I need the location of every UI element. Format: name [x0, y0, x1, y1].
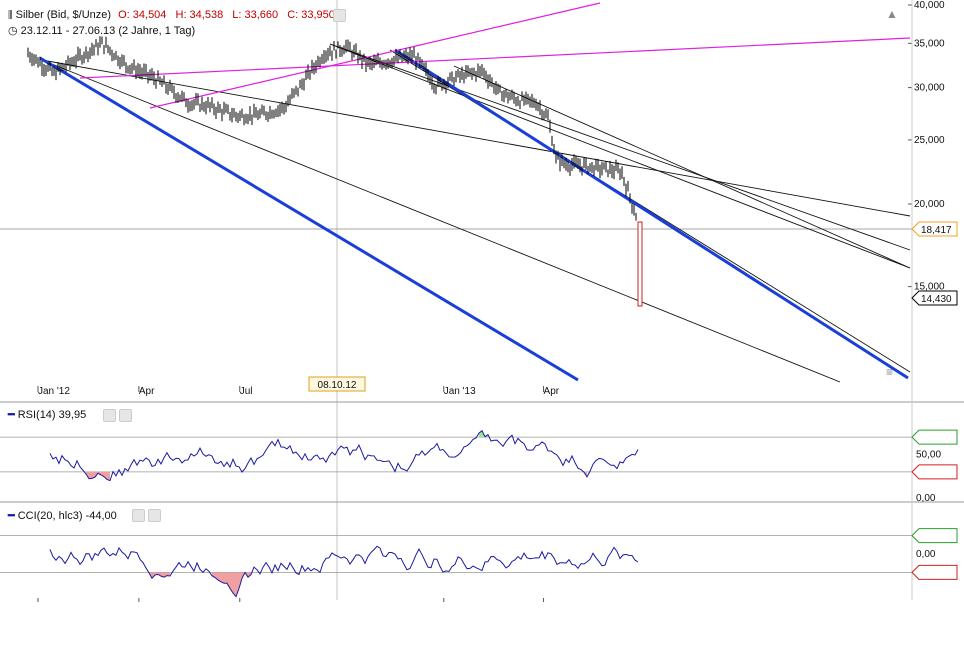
- x-tick-label: Apr: [139, 386, 155, 397]
- header-range-row: ◷ 23.12.11 - 27.06.13 (2 Jahre, 1 Tag): [8, 24, 195, 37]
- header-title-row: ⫼ Silber (Bid, $/Unze) O: 34,504 H: 34,5…: [8, 9, 341, 21]
- blue-trend-line-lower: [39, 56, 579, 382]
- high-value: H: 34,538: [175, 9, 224, 21]
- x-tick-label: Jul: [240, 386, 253, 397]
- price-marker-box: [911, 290, 958, 306]
- close-value: C: 33,950: [287, 9, 335, 21]
- cci-settings-button[interactable]: [132, 509, 145, 522]
- magenta-trend-line: [149, 2, 601, 109]
- trend-line: [41, 59, 841, 383]
- cci-close-button[interactable]: [148, 509, 161, 522]
- price-marker-label: 14,430: [921, 294, 952, 305]
- y-tick-label: 25,000: [914, 135, 945, 146]
- crosshair-date-box: [308, 376, 366, 392]
- overbought-fill: [479, 430, 482, 438]
- scroll-down-icon[interactable]: ≡: [886, 365, 894, 379]
- price-bars: [27, 36, 637, 221]
- y-tick-label: 20,000: [914, 199, 945, 210]
- rsi-legend: ━ RSI(14) 39,95: [8, 409, 87, 421]
- crosshair-date-label: 08.10.12: [318, 380, 357, 391]
- oscillator-tick-label: 0,00: [916, 549, 936, 560]
- magenta-trend-line: [79, 37, 911, 79]
- cci-name: CCI(20, hlc3): [17, 510, 83, 522]
- trend-line: [329, 43, 911, 251]
- oversold-fill: [221, 572, 224, 584]
- oscillator-line: [49, 545, 639, 598]
- blue-trend-line-upper: [394, 48, 909, 380]
- oversold-fill: [101, 471, 104, 477]
- oversold-fill: [236, 572, 239, 597]
- candlestick-chart-icon: ⫼: [8, 10, 13, 21]
- y-tick-label: 35,000: [914, 38, 945, 49]
- oscillator-tick-label: 0,00: [916, 493, 936, 504]
- oversold-fill: [167, 572, 170, 576]
- cci-value: -44,00: [85, 510, 117, 522]
- scroll-up-icon[interactable]: ▲: [886, 7, 898, 21]
- level-marker-box: [911, 528, 958, 544]
- level-marker-box: [911, 429, 958, 445]
- oversold-fill: [104, 471, 107, 480]
- trend-line: [329, 43, 911, 269]
- crash-candle: [637, 221, 643, 307]
- level-marker-box: [911, 464, 958, 480]
- y-tick-label: 30,000: [914, 83, 945, 94]
- instrument-title: Silber (Bid, $/Unze): [15, 9, 112, 21]
- oversold-fill: [212, 572, 215, 578]
- rsi-close-button[interactable]: [119, 409, 132, 422]
- clock-icon: ◷: [8, 25, 18, 37]
- x-tick-label: Jan '12: [38, 386, 70, 397]
- date-range: 23.12.11 - 27.06.13 (2 Jahre, 1 Tag): [20, 25, 196, 37]
- price-marker-label: 18,417: [921, 225, 952, 236]
- x-tick-label: Apr: [544, 386, 560, 397]
- level-marker-box: [911, 564, 958, 580]
- oversold-fill: [92, 471, 95, 479]
- oscillator-tick-label: 50,00: [916, 450, 941, 461]
- oversold-fill: [107, 471, 110, 481]
- oversold-fill: [230, 572, 233, 594]
- oversold-fill: [224, 572, 227, 584]
- low-value: L: 33,660: [232, 9, 279, 21]
- header-settings-button[interactable]: [333, 9, 346, 22]
- oversold-fill: [89, 471, 92, 479]
- oversold-fill: [164, 572, 167, 578]
- x-tick-label: Jan '13: [444, 386, 476, 397]
- oversold-fill: [218, 572, 221, 582]
- trend-line: [41, 59, 911, 217]
- y-tick-label: 15,000: [914, 282, 945, 293]
- price-marker-box: [911, 221, 958, 237]
- rsi-value: 39,95: [58, 409, 87, 421]
- oscillator-line: [49, 429, 639, 482]
- rsi-settings-button[interactable]: [103, 409, 116, 422]
- y-tick-label: 40,000: [914, 0, 945, 11]
- cci-legend: ━ CCI(20, hlc3) -44,00: [8, 510, 117, 522]
- ohlc-readout: O: 34,504 H: 34,538 L: 33,660 C: 33,950: [118, 9, 341, 21]
- rsi-name: RSI(14): [17, 409, 56, 421]
- open-value: O: 34,504: [118, 9, 167, 21]
- oversold-fill: [233, 572, 236, 597]
